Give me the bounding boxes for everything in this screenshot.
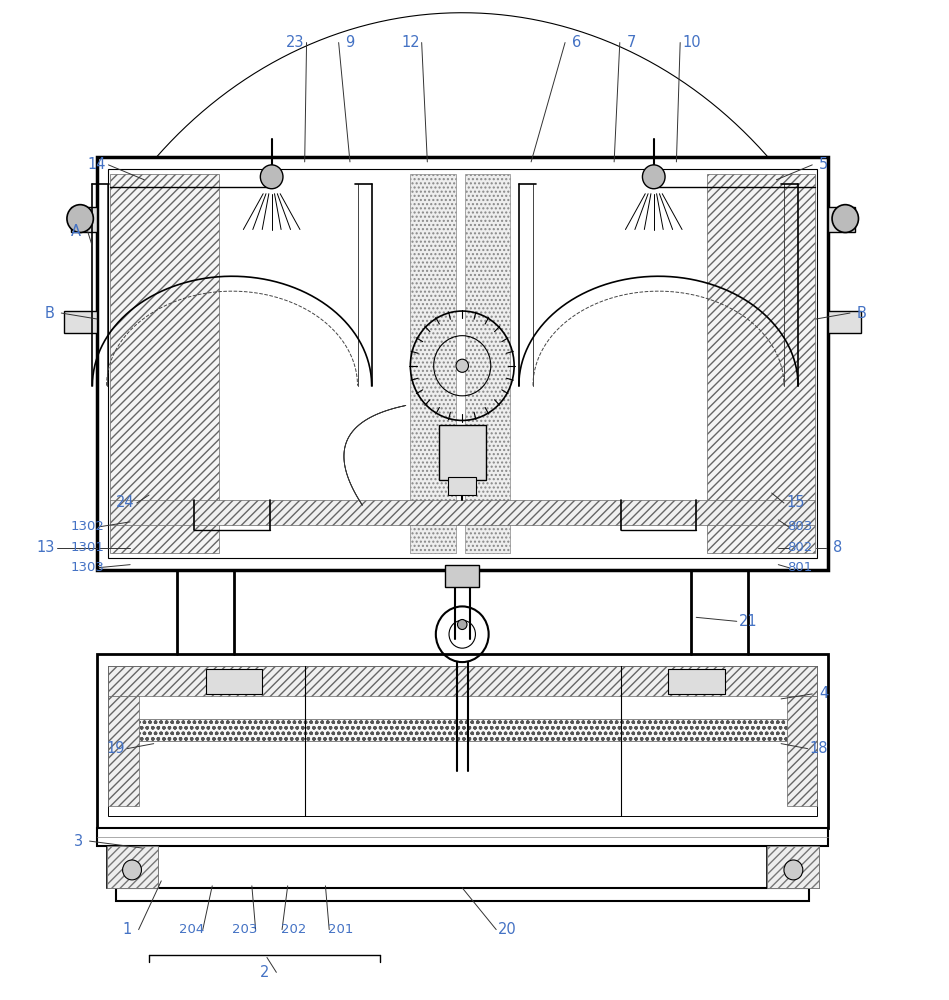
Text: 4: 4 — [819, 686, 828, 701]
Text: 14: 14 — [88, 157, 106, 172]
Bar — [65, 311, 97, 333]
Bar — [445, 565, 479, 587]
Text: 13: 13 — [36, 540, 54, 555]
Circle shape — [260, 165, 283, 189]
Text: 204: 204 — [178, 923, 204, 936]
Bar — [828, 207, 855, 232]
Bar — [410, 174, 456, 553]
Circle shape — [832, 205, 859, 232]
Text: 21: 21 — [738, 614, 757, 629]
Text: 5: 5 — [819, 157, 828, 172]
Bar — [110, 719, 815, 741]
Bar — [787, 696, 817, 806]
Text: 10: 10 — [682, 35, 700, 50]
Bar — [828, 311, 862, 333]
Text: 801: 801 — [788, 561, 812, 574]
Circle shape — [642, 165, 665, 189]
Circle shape — [122, 860, 141, 880]
Text: 9: 9 — [345, 35, 355, 50]
Text: 201: 201 — [327, 923, 353, 936]
Text: 8: 8 — [833, 540, 843, 555]
Circle shape — [784, 860, 803, 880]
Bar — [97, 828, 828, 846]
Text: 1303: 1303 — [71, 561, 104, 574]
Text: 12: 12 — [401, 35, 419, 50]
Bar — [97, 157, 828, 570]
Bar — [97, 654, 828, 828]
Bar — [110, 174, 219, 553]
Bar — [106, 846, 158, 888]
Text: 19: 19 — [106, 741, 125, 756]
Bar — [108, 169, 817, 558]
Bar — [106, 846, 158, 888]
Bar — [108, 696, 139, 806]
Bar — [438, 425, 486, 480]
Text: 15: 15 — [786, 495, 805, 510]
Bar — [668, 669, 724, 694]
Circle shape — [456, 359, 469, 372]
Text: 23: 23 — [286, 35, 305, 50]
Bar — [108, 666, 817, 816]
Bar — [767, 846, 819, 888]
Text: B: B — [856, 306, 866, 321]
Bar — [108, 666, 817, 696]
Text: 3: 3 — [74, 834, 83, 849]
Bar — [465, 174, 511, 553]
Text: B: B — [45, 306, 55, 321]
Bar — [116, 888, 809, 901]
Text: 202: 202 — [281, 923, 306, 936]
Text: 2: 2 — [260, 965, 270, 980]
Circle shape — [67, 205, 93, 232]
Text: 1: 1 — [122, 922, 132, 937]
Text: A: A — [71, 224, 82, 239]
Text: 7: 7 — [626, 35, 636, 50]
Text: 1302: 1302 — [71, 520, 104, 533]
Bar — [707, 174, 815, 553]
Bar — [448, 477, 476, 495]
Text: 203: 203 — [232, 923, 257, 936]
Text: 1301: 1301 — [71, 541, 104, 554]
Bar — [206, 669, 262, 694]
Text: 802: 802 — [788, 541, 812, 554]
Text: 803: 803 — [788, 520, 812, 533]
Text: 20: 20 — [498, 922, 517, 937]
Bar — [110, 500, 815, 525]
Text: 18: 18 — [809, 741, 828, 756]
Circle shape — [457, 619, 467, 630]
Text: 6: 6 — [571, 35, 581, 50]
Bar — [71, 207, 97, 232]
Text: 24: 24 — [116, 495, 135, 510]
Bar — [767, 846, 819, 888]
